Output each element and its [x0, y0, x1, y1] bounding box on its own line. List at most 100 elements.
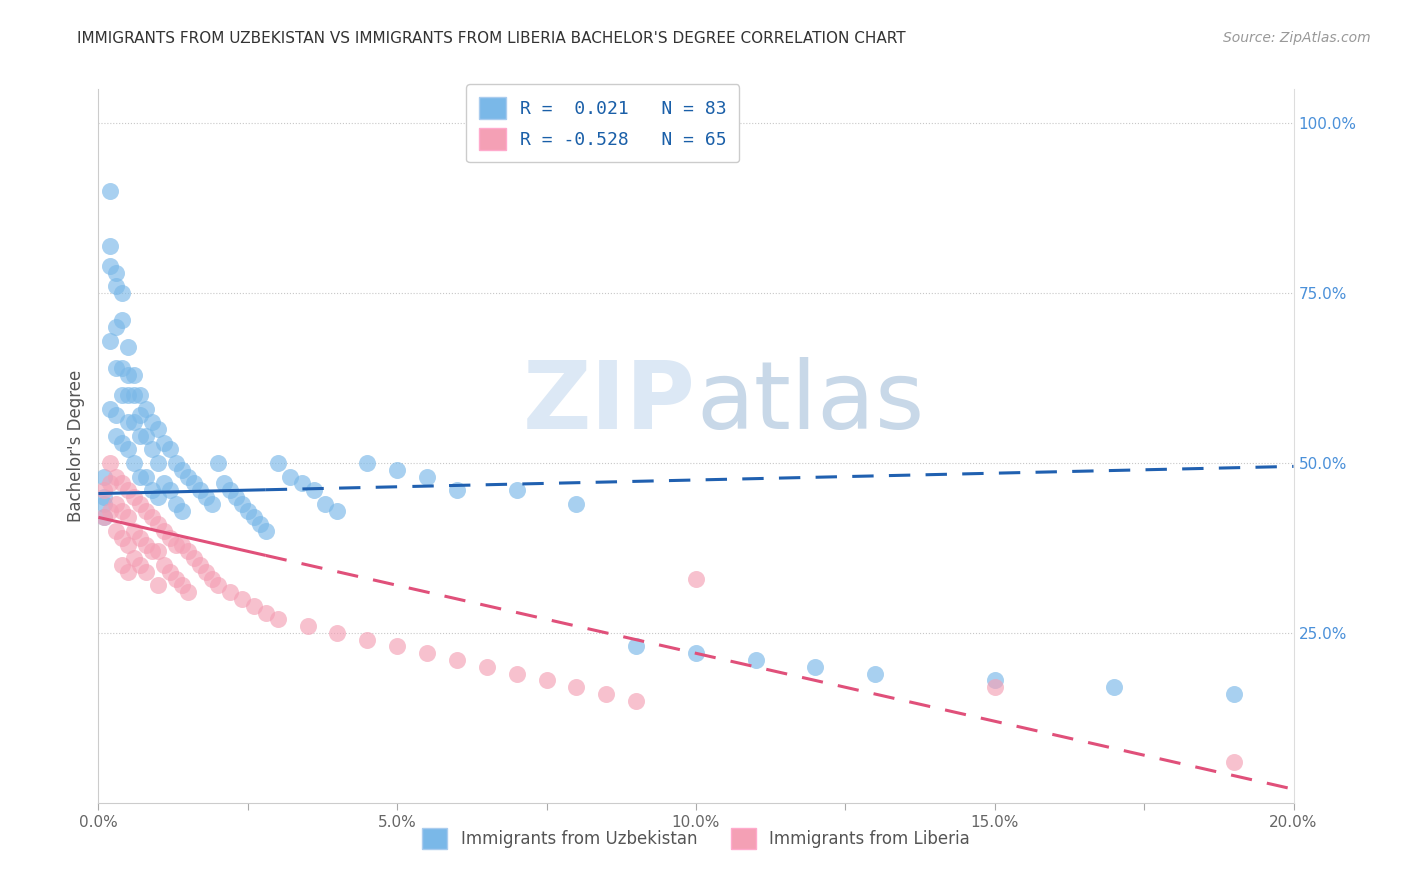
Point	[183, 476, 205, 491]
Point	[129, 429, 152, 443]
Point	[124, 490, 146, 504]
Point	[98, 456, 122, 470]
Point	[315, 497, 337, 511]
Point	[105, 497, 128, 511]
Point	[236, 503, 259, 517]
Point	[254, 606, 277, 620]
Point	[117, 341, 139, 355]
Text: atlas: atlas	[696, 357, 924, 450]
Point	[135, 565, 157, 579]
Point	[172, 503, 194, 517]
Point	[595, 687, 617, 701]
Point	[111, 313, 134, 327]
Point	[93, 510, 115, 524]
Point	[249, 517, 271, 532]
Point	[267, 456, 290, 470]
Point	[135, 503, 157, 517]
Point	[117, 483, 139, 498]
Point	[148, 544, 170, 558]
Point	[148, 456, 170, 470]
Point	[165, 572, 187, 586]
Point	[385, 640, 409, 654]
Point	[626, 640, 648, 654]
Point	[117, 537, 139, 551]
Legend: Immigrants from Uzbekistan, Immigrants from Liberia: Immigrants from Uzbekistan, Immigrants f…	[412, 818, 980, 859]
Point	[685, 572, 707, 586]
Point	[93, 469, 115, 483]
Point	[105, 524, 128, 538]
Point	[475, 660, 498, 674]
Text: ZIP: ZIP	[523, 357, 696, 450]
Point	[326, 503, 349, 517]
Point	[153, 435, 176, 450]
Point	[212, 476, 235, 491]
Point	[148, 578, 170, 592]
Point	[219, 585, 242, 599]
Point	[153, 524, 176, 538]
Point	[159, 531, 181, 545]
Point	[1223, 687, 1246, 701]
Point	[188, 558, 211, 572]
Point	[302, 483, 325, 498]
Point	[506, 483, 529, 498]
Point	[536, 673, 558, 688]
Point	[148, 490, 170, 504]
Point	[1104, 680, 1126, 694]
Point	[416, 469, 439, 483]
Point	[129, 469, 152, 483]
Point	[105, 469, 128, 483]
Point	[225, 490, 247, 504]
Point	[506, 666, 529, 681]
Point	[745, 653, 768, 667]
Point	[111, 531, 134, 545]
Point	[111, 558, 134, 572]
Point	[385, 463, 409, 477]
Point	[195, 490, 218, 504]
Point	[111, 435, 134, 450]
Point	[124, 524, 146, 538]
Point	[117, 415, 139, 429]
Point	[267, 612, 290, 626]
Point	[98, 334, 122, 348]
Point	[188, 483, 211, 498]
Point	[565, 680, 588, 694]
Point	[111, 360, 134, 375]
Point	[141, 442, 163, 457]
Point	[231, 591, 253, 606]
Point	[278, 469, 301, 483]
Point	[243, 599, 266, 613]
Point	[207, 456, 229, 470]
Point	[93, 510, 115, 524]
Point	[98, 259, 122, 273]
Text: Source: ZipAtlas.com: Source: ZipAtlas.com	[1223, 31, 1371, 45]
Point	[105, 279, 128, 293]
Point	[195, 565, 218, 579]
Point	[117, 442, 139, 457]
Point	[98, 401, 122, 416]
Point	[243, 510, 266, 524]
Point	[1223, 755, 1246, 769]
Point	[141, 415, 163, 429]
Point	[865, 666, 887, 681]
Point	[124, 551, 146, 566]
Point	[93, 490, 115, 504]
Point	[124, 388, 146, 402]
Point	[172, 463, 194, 477]
Point	[254, 524, 277, 538]
Point	[356, 456, 378, 470]
Point	[141, 544, 163, 558]
Point	[201, 497, 224, 511]
Point	[117, 368, 139, 382]
Point	[98, 184, 122, 198]
Point	[153, 558, 176, 572]
Point	[984, 680, 1007, 694]
Point	[148, 422, 170, 436]
Point	[159, 442, 181, 457]
Point	[984, 673, 1007, 688]
Point	[177, 469, 200, 483]
Point	[326, 626, 349, 640]
Point	[165, 497, 187, 511]
Point	[141, 510, 163, 524]
Point	[297, 619, 319, 633]
Point	[685, 646, 707, 660]
